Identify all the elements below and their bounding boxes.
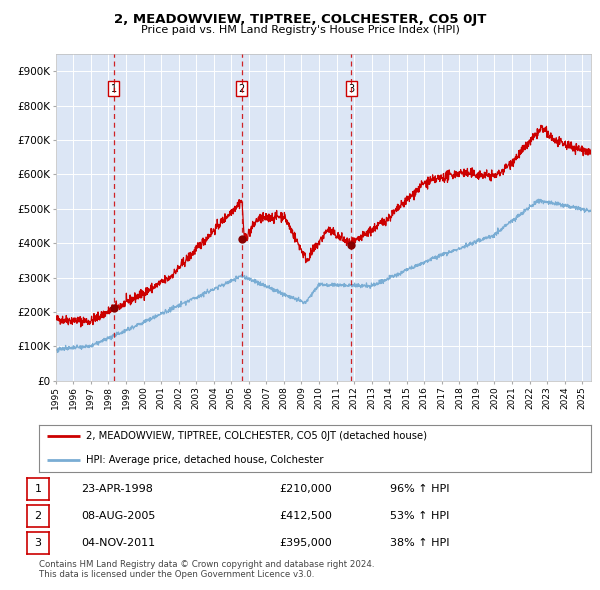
Text: 38% ↑ HPI: 38% ↑ HPI — [390, 538, 449, 548]
Text: £210,000: £210,000 — [279, 484, 332, 494]
Text: 2: 2 — [239, 84, 245, 94]
Text: 53% ↑ HPI: 53% ↑ HPI — [390, 511, 449, 521]
Text: 23-APR-1998: 23-APR-1998 — [81, 484, 153, 494]
Text: 2: 2 — [34, 511, 41, 521]
Text: 2, MEADOWVIEW, TIPTREE, COLCHESTER, CO5 0JT: 2, MEADOWVIEW, TIPTREE, COLCHESTER, CO5 … — [114, 13, 486, 26]
Text: Price paid vs. HM Land Registry's House Price Index (HPI): Price paid vs. HM Land Registry's House … — [140, 25, 460, 35]
Text: 96% ↑ HPI: 96% ↑ HPI — [390, 484, 449, 494]
Text: 2, MEADOWVIEW, TIPTREE, COLCHESTER, CO5 0JT (detached house): 2, MEADOWVIEW, TIPTREE, COLCHESTER, CO5 … — [86, 431, 427, 441]
Text: 3: 3 — [348, 84, 355, 94]
Text: 1: 1 — [35, 484, 41, 494]
Text: £395,000: £395,000 — [279, 538, 332, 548]
Text: 08-AUG-2005: 08-AUG-2005 — [81, 511, 155, 521]
Text: Contains HM Land Registry data © Crown copyright and database right 2024.
This d: Contains HM Land Registry data © Crown c… — [39, 560, 374, 579]
Text: 3: 3 — [35, 538, 41, 548]
Text: 04-NOV-2011: 04-NOV-2011 — [81, 538, 155, 548]
Text: £412,500: £412,500 — [279, 511, 332, 521]
Text: 1: 1 — [111, 84, 117, 94]
Text: HPI: Average price, detached house, Colchester: HPI: Average price, detached house, Colc… — [86, 455, 323, 465]
